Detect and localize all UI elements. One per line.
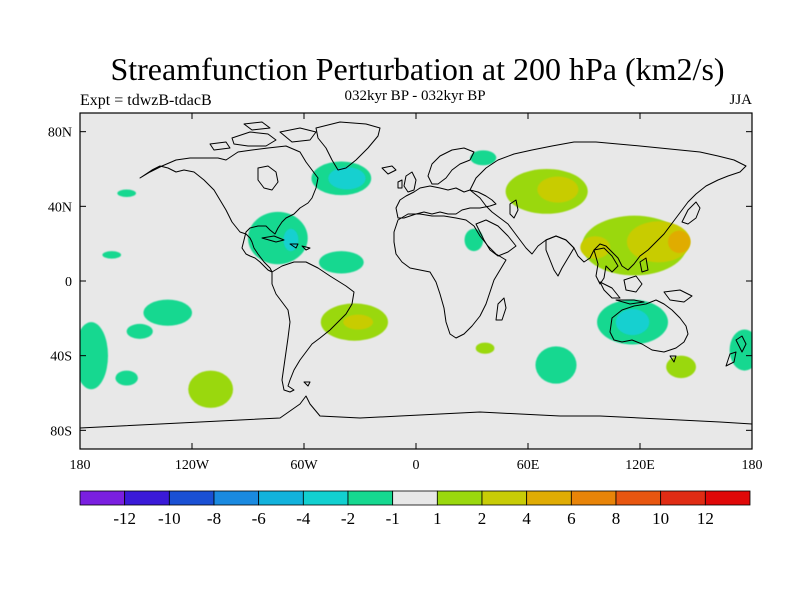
colorbar-label-6: -1 <box>386 509 400 528</box>
coastline-caribbean <box>261 235 311 251</box>
anomaly-region-22 <box>668 230 691 253</box>
season-label: JJA <box>729 92 752 108</box>
coastline-japan <box>681 201 701 225</box>
colorbar-label-4: -4 <box>296 509 311 528</box>
x-tick-label-1: 120W <box>175 458 210 473</box>
anomaly-region-1 <box>102 251 122 259</box>
colorbar-swatch-2 <box>168 490 215 506</box>
coastline-indonesia <box>599 257 693 305</box>
anomaly-region-0 <box>117 189 136 197</box>
anomaly-region-23 <box>535 346 577 384</box>
coastline-asia <box>469 141 747 271</box>
colorbar-swatch-8 <box>436 490 483 506</box>
colorbar-swatch-3 <box>213 490 260 506</box>
anomaly-region-3 <box>126 323 153 339</box>
period-label: 032kyr BP - 032kyr BP <box>344 88 486 104</box>
anomaly-region-20 <box>626 221 691 263</box>
coastline-iceland <box>381 165 397 175</box>
y-tick-label-0: 80N <box>48 126 72 141</box>
coastline-indochina <box>593 247 619 285</box>
map-background <box>80 113 752 449</box>
coastline-arabia <box>475 219 517 257</box>
colorbar-label-0: -12 <box>113 509 136 528</box>
colorbar-label-3: -6 <box>252 509 266 528</box>
anomaly-region-2 <box>143 299 192 326</box>
coastline-caspian-sea <box>509 199 519 219</box>
colorbar-swatch-5 <box>302 490 349 506</box>
colorbar-swatch-1 <box>124 490 170 506</box>
axis-ticks: 180 120W 60W 0 60E 120E 180 80N 40N 0 40S 80S <box>48 113 763 473</box>
coastline-scandinavia <box>427 147 475 185</box>
coastline-britain <box>397 171 417 193</box>
colorbar-label-2: -8 <box>207 509 221 528</box>
experiment-label: Expt = tdwzB-tdacB <box>80 92 212 109</box>
colorbar-swatch-10 <box>526 490 572 506</box>
anomaly-region-4 <box>80 322 108 390</box>
coastline-greenland <box>315 121 381 171</box>
y-tick-label-2: 0 <box>65 275 72 290</box>
anomaly-region-18 <box>537 176 579 203</box>
x-tick-label-3: 0 <box>413 458 420 473</box>
x-tick-label-6: 180 <box>742 458 763 473</box>
anomaly-region-16 <box>475 342 495 354</box>
colorbar-label-5: -2 <box>341 509 355 528</box>
coastline-antarctica <box>80 395 752 429</box>
coastline-new-zealand <box>725 335 747 367</box>
x-tick-label-4: 60E <box>517 458 540 473</box>
coastlines <box>80 121 752 429</box>
anomaly-region-15 <box>470 150 497 166</box>
colorbar-label-10: 6 <box>567 509 576 528</box>
colorbar-swatch-4 <box>258 490 304 506</box>
coastline-africa <box>393 213 507 339</box>
colorbar-label-11: 8 <box>612 509 621 528</box>
coastline-hudson-bay <box>257 165 279 191</box>
colorbar-swatch-9 <box>481 490 528 506</box>
coastline-falklands <box>303 381 311 387</box>
coastline-europe <box>395 185 497 219</box>
y-tick-label-1: 40N <box>48 200 72 215</box>
anomaly-region-26 <box>666 355 696 379</box>
colorbar-swatch-0 <box>79 490 126 506</box>
colorbar-label-13: 12 <box>697 509 714 528</box>
anomaly-region-21 <box>580 236 611 259</box>
coastline-tasmania <box>669 355 677 363</box>
anomaly-region-25 <box>615 309 650 336</box>
colorbar-swatch-14 <box>704 490 751 506</box>
x-tick-label-5: 120E <box>625 458 655 473</box>
map-title: Streamfunction Perturbation at 200 hPa (… <box>110 51 725 87</box>
colorbar-swatch-6 <box>347 490 394 506</box>
x-tick-label-2: 60W <box>290 458 318 473</box>
colorbar-label-8: 2 <box>478 509 487 528</box>
coastline-australia <box>609 299 689 353</box>
colorbar: -12 -10 -8 -6 -4 -2 -1 1 2 4 6 8 10 12 <box>79 490 751 528</box>
anomaly-region-5 <box>115 370 138 386</box>
colorbar-swatch-12 <box>615 490 662 506</box>
coastline-north-america <box>139 145 319 273</box>
x-tick-label-0: 180 <box>70 458 91 473</box>
colorbar-label-12: 10 <box>652 509 669 528</box>
anomaly-shading <box>80 150 752 408</box>
colorbar-label-1: -10 <box>158 509 181 528</box>
colorbar-swatch-7 <box>392 490 438 506</box>
anomaly-region-11 <box>318 251 364 274</box>
anomaly-region-8 <box>283 228 299 252</box>
anomaly-region-6 <box>188 370 234 408</box>
colorbar-label-9: 4 <box>522 509 531 528</box>
colorbar-swatch-11 <box>570 490 617 506</box>
y-tick-label-4: 80S <box>50 424 72 439</box>
anomaly-region-27 <box>729 329 752 371</box>
anomaly-region-10 <box>328 167 366 190</box>
coastline-madagascar <box>495 297 507 321</box>
colorbar-swatch-13 <box>660 490 706 506</box>
y-tick-label-3: 40S <box>50 350 72 365</box>
anomaly-region-13 <box>343 314 374 330</box>
coastline-arctic-islands <box>209 121 317 151</box>
coastline-india <box>545 235 575 277</box>
colorbar-label-7: 1 <box>433 509 442 528</box>
coastline-south-america <box>271 261 355 393</box>
